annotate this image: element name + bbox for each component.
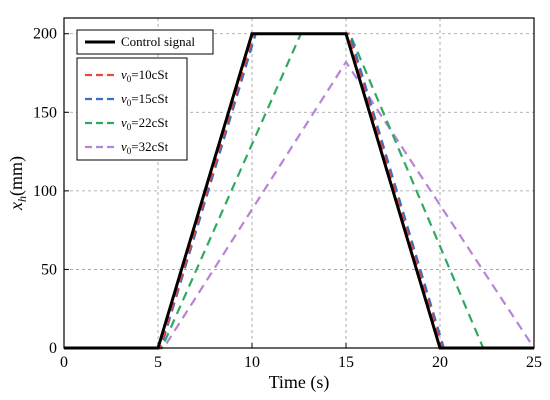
x-tick-label: 25: [526, 354, 542, 371]
legend-label-main: ν: [121, 91, 127, 106]
legend-label-subscript: 0: [127, 122, 132, 132]
legend-label-main: ν: [121, 139, 127, 154]
x-axis-label: Time (s): [269, 372, 330, 393]
y-tick-label: 200: [33, 26, 57, 43]
x-tick-label: 0: [60, 354, 68, 371]
legend-label-2: ν0=15cSt: [121, 91, 169, 108]
y-axis-label-unit: (mm): [6, 156, 27, 196]
x-tick-label: 5: [154, 354, 162, 371]
y-axis-label: xh(mm): [6, 156, 29, 211]
x-tick-label: 15: [338, 354, 354, 371]
legend-label-0: Control signal: [121, 34, 195, 49]
x-tick-label: 10: [244, 354, 260, 371]
y-tick-label: 50: [41, 261, 57, 278]
legend-label-subscript: 0: [127, 146, 132, 156]
legend: Control signalν0=10cStν0=15cStν0=22cStν0…: [76, 29, 214, 161]
legend-label-main: ν: [121, 115, 127, 130]
axis-ticks: 0 5 10 15 20 25 0 50 100 150 200: [33, 26, 542, 371]
y-tick-label: 0: [49, 340, 57, 357]
legend-box-secondary: [76, 57, 188, 161]
y-axis-label-subscript: h: [15, 196, 29, 202]
legend-label-rest: =10cSt: [131, 67, 168, 82]
legend-label-main: ν: [121, 67, 127, 82]
y-axis-label-symbol: x: [6, 202, 26, 211]
plot-frame: [63, 17, 535, 349]
legend-label-rest: =22cSt: [131, 115, 168, 130]
legend-label-subscript: 0: [127, 98, 132, 108]
legend-label-4: ν0=32cSt: [121, 139, 169, 156]
x-tick-label: 20: [432, 354, 448, 371]
legend-label-3: ν0=22cSt: [121, 115, 169, 132]
legend-label-main: Control signal: [121, 34, 195, 49]
y-tick-label: 100: [33, 183, 57, 200]
legend-label-subscript: 0: [127, 74, 132, 84]
y-tick-label: 150: [33, 104, 57, 121]
legend-label-rest: =32cSt: [131, 139, 168, 154]
legend-label-rest: =15cSt: [131, 91, 168, 106]
legend-label-1: ν0=10cSt: [121, 67, 169, 84]
